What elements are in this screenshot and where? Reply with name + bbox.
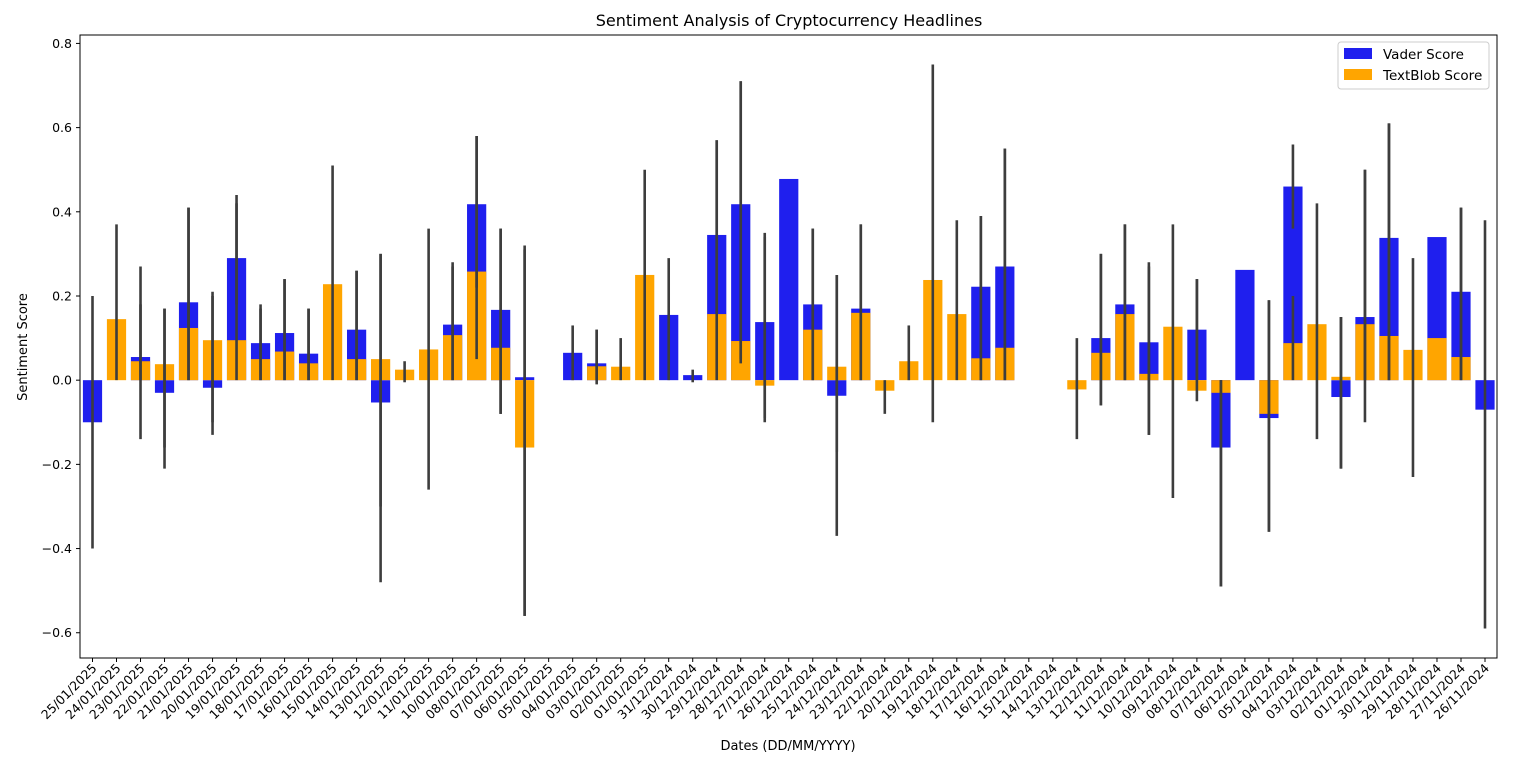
y-tick-label: 0.2	[52, 288, 72, 303]
y-tick-label: −0.6	[42, 625, 72, 640]
y-tick-label: 0.8	[52, 36, 72, 51]
legend: Vader Score TextBlob Score	[1338, 42, 1489, 89]
legend-swatch-textblob	[1344, 69, 1372, 80]
y-tick-label: 0.6	[52, 120, 72, 135]
y-axis-label: Sentiment Score	[16, 293, 31, 401]
y-tick-label: 0.0	[52, 373, 72, 388]
x-axis-label: Dates (DD/MM/YYYY)	[720, 739, 855, 754]
legend-swatch-vader	[1344, 48, 1372, 59]
y-tick-label: −0.4	[42, 541, 72, 556]
y-tick-label: −0.2	[42, 457, 72, 472]
bar-textblob-28/11/2024	[1427, 338, 1446, 380]
bar-vader-26/12/2024	[779, 179, 798, 380]
legend-label-textblob: TextBlob Score	[1382, 68, 1482, 84]
bar-vader-06/12/2024	[1235, 270, 1254, 380]
chart-title: Sentiment Analysis of Cryptocurrency Hea…	[596, 11, 983, 30]
legend-label-vader: Vader Score	[1383, 47, 1464, 63]
y-tick-label: 0.4	[52, 204, 72, 219]
